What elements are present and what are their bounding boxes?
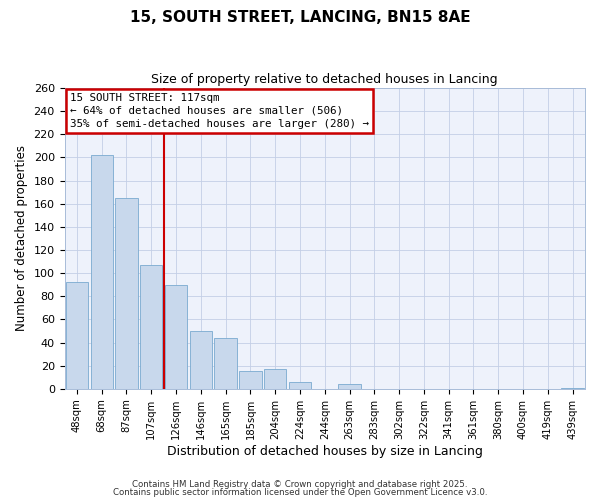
Bar	[190, 331, 212, 389]
Text: 15, SOUTH STREET, LANCING, BN15 8AE: 15, SOUTH STREET, LANCING, BN15 8AE	[130, 10, 470, 25]
Bar	[562, 388, 584, 389]
Bar	[264, 369, 286, 389]
X-axis label: Distribution of detached houses by size in Lancing: Distribution of detached houses by size …	[167, 444, 483, 458]
Bar	[91, 155, 113, 389]
Text: Contains public sector information licensed under the Open Government Licence v3: Contains public sector information licen…	[113, 488, 487, 497]
Title: Size of property relative to detached houses in Lancing: Size of property relative to detached ho…	[151, 72, 498, 86]
Bar	[239, 372, 262, 389]
Bar	[66, 282, 88, 389]
Bar	[289, 382, 311, 389]
Bar	[140, 265, 163, 389]
Bar	[338, 384, 361, 389]
Text: Contains HM Land Registry data © Crown copyright and database right 2025.: Contains HM Land Registry data © Crown c…	[132, 480, 468, 489]
Y-axis label: Number of detached properties: Number of detached properties	[15, 146, 28, 332]
Bar	[115, 198, 137, 389]
Bar	[165, 284, 187, 389]
Text: 15 SOUTH STREET: 117sqm
← 64% of detached houses are smaller (506)
35% of semi-d: 15 SOUTH STREET: 117sqm ← 64% of detache…	[70, 92, 369, 129]
Bar	[214, 338, 237, 389]
